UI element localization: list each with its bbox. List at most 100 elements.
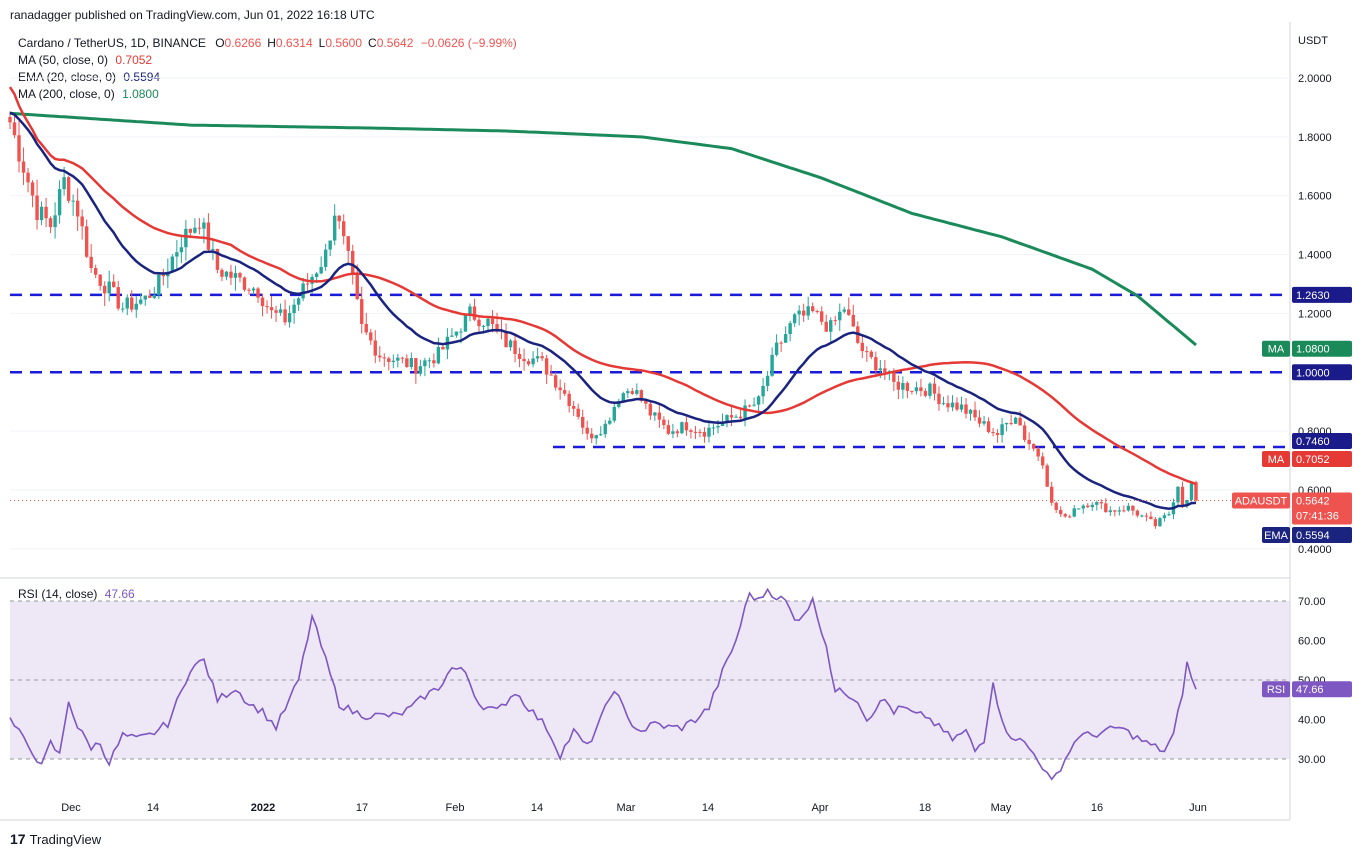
- candle-body: [188, 228, 193, 233]
- candle-body: [549, 374, 553, 376]
- candle-body: [747, 405, 752, 407]
- candle-body: [283, 309, 287, 323]
- ohlc-value: 0.5642: [376, 36, 414, 50]
- rsi-tick-label: 40.00: [1298, 715, 1326, 727]
- candle-body: [66, 177, 71, 201]
- ohlc-value: 0.5600: [325, 36, 363, 50]
- candle-body: [711, 427, 716, 429]
- candle-body: [820, 311, 824, 322]
- candle-body: [842, 309, 846, 312]
- ma50-legend[interactable]: MA (50, close, 0) 0.7052: [18, 52, 517, 69]
- candle-body: [1104, 503, 1108, 513]
- candle-body: [612, 406, 616, 421]
- candle-body: [1031, 444, 1036, 449]
- candle-body: [152, 295, 157, 298]
- candle-body: [932, 383, 937, 394]
- candle-body: [928, 383, 932, 396]
- ema20-legend[interactable]: EMA (20, close, 0) 0.5594: [18, 69, 517, 86]
- candle-body: [1036, 448, 1040, 457]
- candle-body: [102, 285, 107, 294]
- candle-body: [734, 416, 738, 418]
- candle-body: [684, 422, 689, 431]
- candle-body: [626, 391, 630, 394]
- candle-body: [175, 252, 179, 257]
- candle-body: [1090, 504, 1094, 508]
- candle-body: [292, 304, 296, 314]
- candle-body: [716, 426, 720, 428]
- candle-body: [1018, 417, 1022, 426]
- candle-body: [93, 268, 98, 275]
- candle-body: [765, 375, 770, 386]
- publish-header: ranadagger published on TradingView.com,…: [10, 8, 375, 22]
- candle-body: [373, 340, 377, 356]
- candle-body: [680, 422, 684, 434]
- candle-body: [1027, 439, 1031, 445]
- candle-body: [477, 319, 481, 327]
- candle-body: [450, 335, 454, 337]
- candle-body: [761, 385, 765, 397]
- candle-body: [148, 295, 152, 298]
- ohlc-key: H: [267, 36, 276, 50]
- candle-body: [599, 434, 603, 436]
- rsi-legend[interactable]: RSI (14, close) 47.66: [18, 587, 135, 601]
- candle-body: [1081, 505, 1085, 509]
- candle-body: [319, 266, 323, 274]
- time-label: 18: [919, 802, 931, 814]
- level-0746-tag: 0.7460: [1296, 436, 1330, 448]
- candle-body: [513, 340, 517, 355]
- candle-body: [806, 306, 810, 316]
- price-tick-label: 2.0000: [1298, 73, 1332, 85]
- ma50-tag-name-bg: [1262, 451, 1290, 468]
- candle-body: [405, 358, 409, 367]
- ohlc-key: C: [368, 36, 377, 50]
- level-1000-tag-bg: [1292, 364, 1352, 381]
- ma200-tag-value-bg: [1292, 340, 1352, 357]
- candle-body: [1072, 508, 1076, 517]
- tradingview-brand[interactable]: 17 TradingView: [10, 831, 101, 847]
- candle-body: [251, 288, 256, 291]
- ma200-legend[interactable]: MA (200, close, 0) 1.0800: [18, 86, 517, 103]
- candle-body: [39, 206, 44, 221]
- candle-body: [260, 297, 265, 307]
- price-tick-label: 0.4000: [1298, 544, 1332, 556]
- ma50-line: [8, 86, 1197, 486]
- price-tick-label: 1.6000: [1298, 191, 1332, 203]
- rsi-line: [9, 587, 1197, 781]
- candle-body: [693, 431, 698, 433]
- rsi-tag-value: 47.66: [1296, 684, 1324, 696]
- candle-body: [1077, 508, 1081, 510]
- candle-body: [387, 358, 391, 362]
- candle-body: [247, 289, 251, 291]
- candle-body: [305, 283, 310, 285]
- candle-body: [955, 402, 959, 410]
- candle-body: [558, 387, 562, 391]
- candle-body: [441, 346, 445, 350]
- price-tick-label: 1.4000: [1298, 250, 1332, 262]
- candle-body: [75, 200, 80, 217]
- candle-body: [571, 406, 576, 409]
- ma50-tag-value: 0.7052: [1296, 454, 1330, 466]
- candle-body: [495, 324, 499, 330]
- candle-body: [1135, 510, 1140, 516]
- candle-body: [590, 433, 594, 439]
- candle-body: [44, 206, 48, 219]
- candle-body: [1144, 515, 1149, 517]
- rsi-legend-value: 47.66: [104, 587, 135, 601]
- candle-body: [1054, 502, 1058, 510]
- rsi-tick-label: 30.00: [1298, 754, 1326, 766]
- ma200-line: [9, 111, 1197, 347]
- candle-body: [968, 409, 973, 414]
- ema20-label: EMA (20, close, 0): [18, 70, 117, 84]
- price-value-bg: [1292, 492, 1352, 525]
- candle-body: [608, 420, 612, 424]
- time-label: Jun: [1189, 802, 1207, 814]
- ohlc-values: O0.6266 H0.6314 L0.5600 C0.5642: [209, 36, 413, 50]
- candle-body: [1162, 515, 1167, 519]
- candle-body: [675, 431, 680, 434]
- candle-body: [1086, 505, 1090, 508]
- rsi-label: RSI (14, close): [18, 587, 98, 601]
- candle-body: [847, 309, 851, 315]
- candle-body: [901, 383, 905, 390]
- candle-body: [382, 357, 386, 359]
